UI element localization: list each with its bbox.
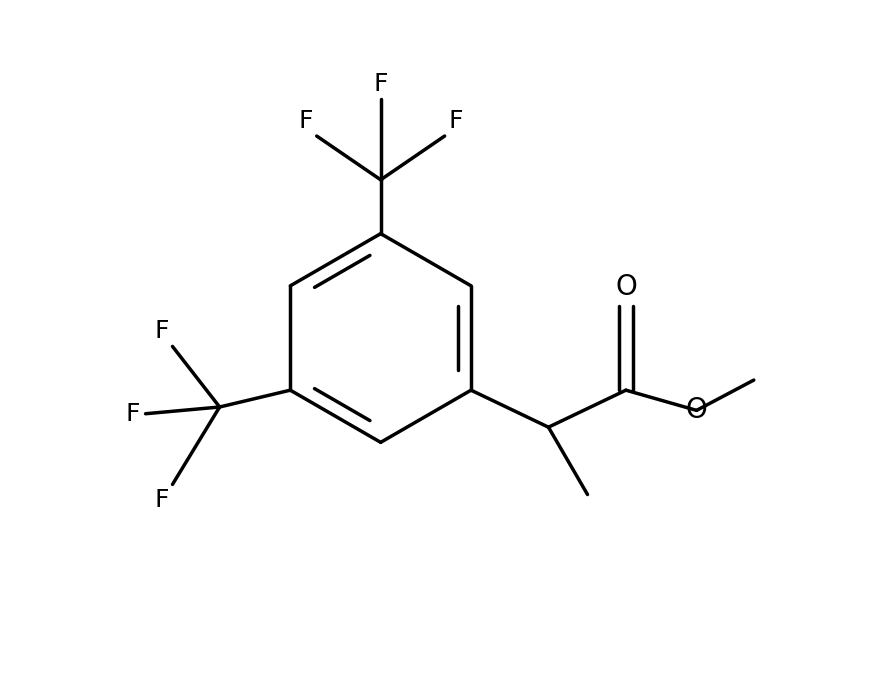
Text: F: F [374,72,388,95]
Text: F: F [448,109,462,132]
Text: O: O [615,272,637,301]
Text: F: F [155,488,169,512]
Text: F: F [155,319,169,343]
Text: F: F [299,109,314,132]
Text: F: F [125,402,140,426]
Text: O: O [685,396,708,425]
